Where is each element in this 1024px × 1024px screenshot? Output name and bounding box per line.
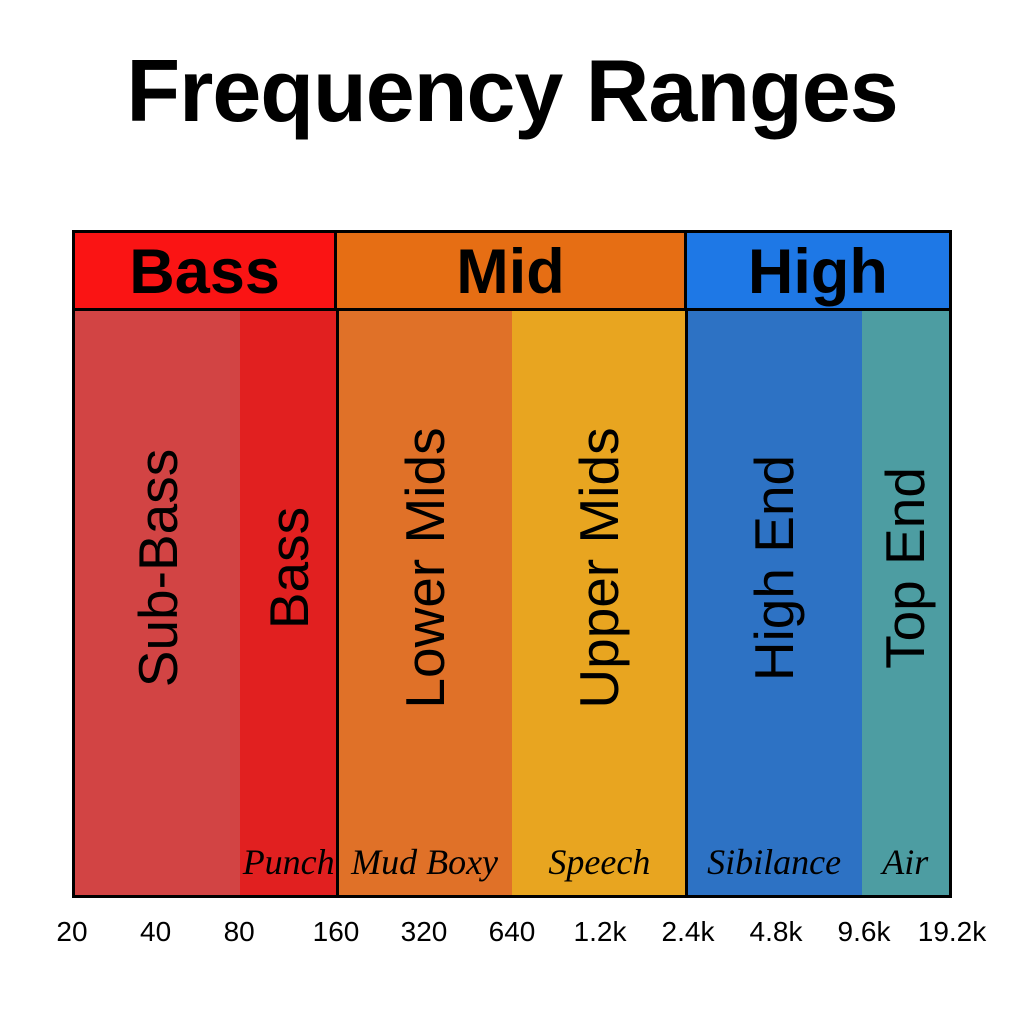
band-desc: Punch — [240, 841, 337, 883]
axis-tick: 320 — [401, 916, 448, 948]
band-label: Lower Mids — [393, 427, 457, 708]
band-label: High End — [742, 455, 806, 681]
frequency-chart: BassMidHigh Sub-BassBassPunchLower MidsM… — [72, 230, 952, 898]
axis-tick: 2.4k — [662, 916, 715, 948]
axis-tick: 19.2k — [918, 916, 987, 948]
axis-tick: 9.6k — [838, 916, 891, 948]
axis-tick: 1.2k — [574, 916, 627, 948]
band-lower-mids: Lower Mids Mud Boxy — [337, 311, 512, 895]
band-upper-mids: Upper Mids Speech — [512, 311, 687, 895]
band-label: Upper Mids — [567, 427, 631, 708]
band-label: Sub-Bass — [126, 449, 190, 687]
group-divider — [336, 311, 339, 895]
x-axis: 2040801603206401.2k2.4k4.8k9.6k19.2k — [72, 904, 952, 944]
band-high-end: High End Sibilance — [687, 311, 862, 895]
header-mid: Mid — [337, 233, 687, 308]
band-desc: Air — [862, 841, 949, 883]
band-label: Bass — [257, 507, 321, 629]
band-desc: Speech — [512, 841, 687, 883]
chart-title: Frequency Ranges — [0, 0, 1024, 142]
header-high: High — [687, 233, 949, 308]
axis-tick: 80 — [224, 916, 255, 948]
band-bass: Bass Punch — [240, 311, 337, 895]
axis-tick: 20 — [56, 916, 87, 948]
axis-tick: 40 — [140, 916, 171, 948]
header-bass: Bass — [75, 233, 337, 308]
chart-header-row: BassMidHigh — [72, 230, 952, 308]
band-desc: Mud Boxy — [337, 841, 512, 883]
band-desc: Sibilance — [687, 841, 862, 883]
band-top-end: Top End Air — [862, 311, 949, 895]
group-divider — [685, 311, 688, 895]
chart-body-row: Sub-BassBassPunchLower MidsMud BoxyUpper… — [72, 308, 952, 898]
axis-tick: 4.8k — [750, 916, 803, 948]
axis-tick: 160 — [313, 916, 360, 948]
band-label: Top End — [873, 467, 937, 669]
band-sub-bass: Sub-Bass — [75, 311, 240, 895]
axis-tick: 640 — [489, 916, 536, 948]
